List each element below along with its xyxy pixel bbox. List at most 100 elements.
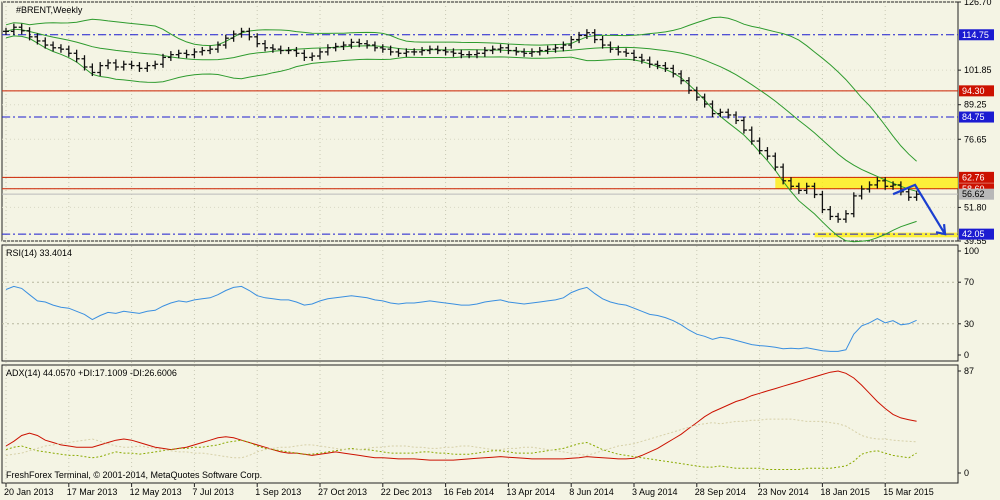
price-bar: [18, 23, 25, 35]
price-bar: [387, 45, 394, 56]
panel-frame-0: [1, 1, 959, 242]
price-bar: [607, 41, 614, 53]
price-tag-label: 56.62: [962, 189, 985, 199]
horizontal-levels: [2, 34, 958, 235]
price-bar: [207, 45, 214, 55]
price-bar: [97, 62, 104, 77]
price-bar: [3, 27, 9, 35]
price-bar: [136, 62, 143, 72]
adx-panel-title: ADX(14) 44.0570 +DI:17.1009 -DI:26.6006: [6, 368, 177, 378]
price-panel-title: #BRENT,Weekly: [16, 5, 83, 15]
price-bar: [528, 48, 535, 57]
price-bar: [474, 49, 480, 59]
rsi-series-line: [5, 285, 917, 352]
price-bar: [34, 33, 41, 45]
price-tag-label: 42.05: [962, 229, 985, 239]
rsi-line: [5, 285, 917, 352]
price-bar: [10, 23, 17, 35]
price-bar: [332, 42, 339, 52]
price-bar: [262, 40, 269, 52]
bollinger-upper-line: [5, 16, 917, 162]
price-bar: [521, 48, 528, 57]
price-bar: [795, 182, 802, 194]
projection-arrow-head: [935, 224, 947, 236]
price-bar: [458, 49, 465, 59]
price-bar: [560, 41, 567, 52]
price-bar: [748, 126, 755, 145]
price-bar: [340, 41, 347, 50]
price-bar: [631, 49, 637, 61]
panel-frames: [1, 1, 959, 484]
highlight-bands: [775, 177, 958, 238]
price-bar: [81, 55, 88, 71]
x-tick-label: 22 Dec 2013: [381, 487, 432, 497]
price-bar: [371, 41, 378, 52]
price-tag: 62.76: [959, 171, 994, 183]
price-bar: [866, 181, 873, 193]
price-tag: 114.75: [959, 29, 994, 41]
price-bar: [230, 30, 237, 42]
price-bar: [348, 38, 355, 49]
price-y-tick-label: 39.55: [964, 236, 987, 246]
price-bar: [73, 49, 80, 63]
price-bar: [882, 177, 889, 190]
price-bar: [144, 62, 151, 72]
price-bar: [725, 108, 732, 119]
price-bar: [505, 44, 512, 55]
price-bar: [819, 190, 826, 214]
price-bar: [317, 48, 323, 60]
price-bar: [552, 44, 559, 53]
adx-series-line-2: [5, 418, 917, 459]
price-bar: [568, 36, 575, 49]
x-tick-label: 28 Sep 2014: [695, 487, 746, 497]
rsi-y-tick-label: 0: [964, 350, 969, 360]
price-bar: [89, 63, 96, 77]
price-bar: [803, 182, 810, 194]
price-bar: [112, 59, 119, 71]
adx-y-tick-label: 0: [964, 468, 969, 478]
price-bar: [764, 147, 771, 160]
price-bar: [324, 44, 331, 56]
price-tag: 94.30: [959, 85, 994, 97]
price-bar: [788, 177, 794, 190]
price-bar: [481, 46, 488, 57]
price-bar: [544, 45, 551, 55]
x-tick-label: 16 Feb 2014: [444, 487, 495, 497]
price-bar: [890, 181, 897, 190]
price-bar: [301, 49, 308, 61]
price-tag: 42.05: [959, 228, 994, 240]
price-bar: [874, 177, 881, 189]
x-tick-label: 13 Apr 2014: [506, 487, 555, 497]
price-bar: [615, 45, 622, 56]
price-bar: [858, 185, 865, 200]
price-bar: [623, 48, 630, 57]
price-y-tick-label: 101.85: [964, 65, 992, 75]
adx-lines: [5, 370, 917, 470]
price-tag-label: 62.76: [962, 172, 985, 182]
price-bar: [717, 108, 724, 118]
price-bar: [57, 44, 64, 53]
rsi-y-tick-label: 30: [964, 319, 974, 329]
price-bar: [199, 46, 206, 56]
footer-copyright: FreshForex Terminal, © 2001-2014, MetaQu…: [6, 470, 262, 480]
panel-frame-2: [1, 364, 959, 484]
price-bar: [364, 40, 371, 49]
price-y-tick-label: 51.80: [964, 202, 987, 212]
price-bar: [709, 100, 716, 118]
price-bar: [740, 116, 747, 134]
price-bar: [780, 163, 787, 185]
price-bar: [175, 49, 182, 59]
price-bar: [842, 210, 849, 223]
price-y-tick-label: 76.65: [964, 134, 987, 144]
price-tag-label: 114.75: [962, 30, 989, 40]
price-bar: [913, 190, 920, 201]
price-bar: [426, 45, 433, 55]
price-bar: [466, 51, 473, 59]
price-bar: [191, 48, 198, 59]
price-bar: [183, 49, 190, 59]
price-bar: [536, 46, 543, 56]
price-tag-background: [959, 29, 994, 41]
price-bars: [3, 23, 920, 223]
